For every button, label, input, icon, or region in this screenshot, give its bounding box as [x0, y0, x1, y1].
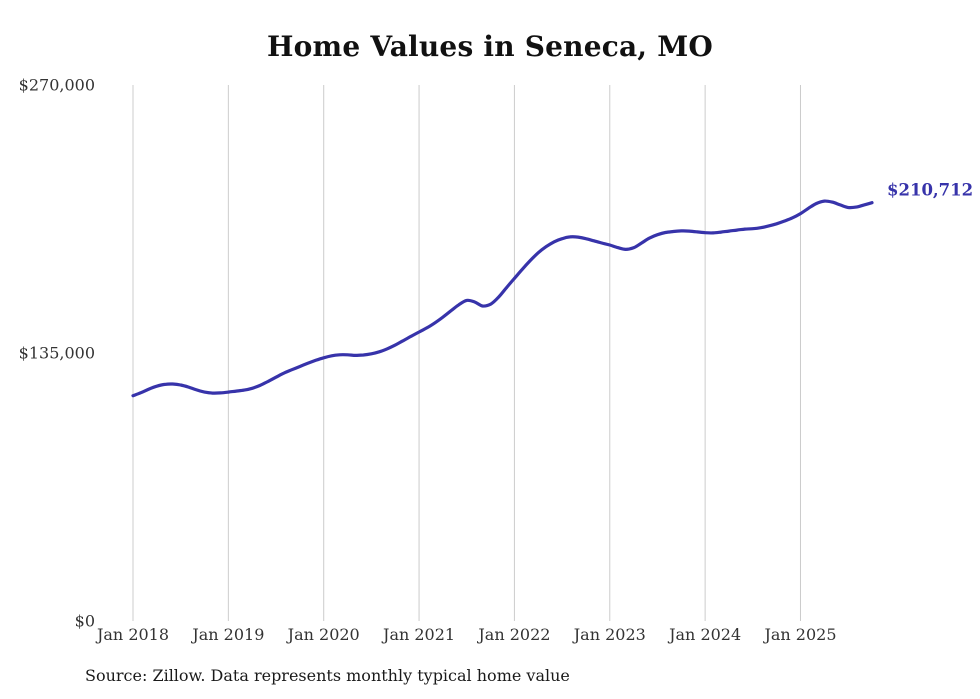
x-tick-label: Jan 2021: [381, 625, 455, 644]
home-value-series-line: [131, 199, 874, 398]
x-tick-label: Jan 2025: [762, 625, 836, 644]
y-tick-label: $0: [75, 612, 95, 631]
chart-title: Home Values in Seneca, MO: [267, 30, 713, 63]
x-tick-label: Jan 2023: [572, 625, 646, 644]
end-value-label: $210,712: [887, 181, 973, 200]
source-note: Source: Zillow. Data represents monthly …: [85, 666, 570, 685]
y-tick-label: $135,000: [19, 344, 95, 363]
y-tick-label: $270,000: [19, 76, 95, 95]
x-tick-label: Jan 2019: [190, 625, 264, 644]
x-tick-label: Jan 2024: [667, 625, 741, 644]
x-tick-label: Jan 2022: [476, 625, 550, 644]
x-tick-label: Jan 2020: [286, 625, 360, 644]
x-tick-label: Jan 2018: [95, 625, 169, 644]
